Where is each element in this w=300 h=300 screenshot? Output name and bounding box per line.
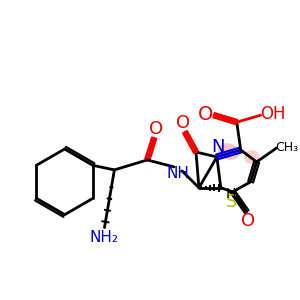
Text: S: S <box>226 193 238 211</box>
Text: O: O <box>198 105 214 124</box>
Text: NH₂: NH₂ <box>90 230 119 245</box>
Ellipse shape <box>218 143 239 160</box>
Text: O: O <box>241 212 255 230</box>
Text: NH: NH <box>167 167 190 182</box>
Text: CH₃: CH₃ <box>275 140 298 154</box>
Text: O: O <box>149 120 163 138</box>
Text: OH: OH <box>260 105 285 123</box>
Text: O: O <box>176 114 190 132</box>
Text: N: N <box>211 138 225 156</box>
Ellipse shape <box>244 150 260 164</box>
Text: H: H <box>226 187 236 201</box>
